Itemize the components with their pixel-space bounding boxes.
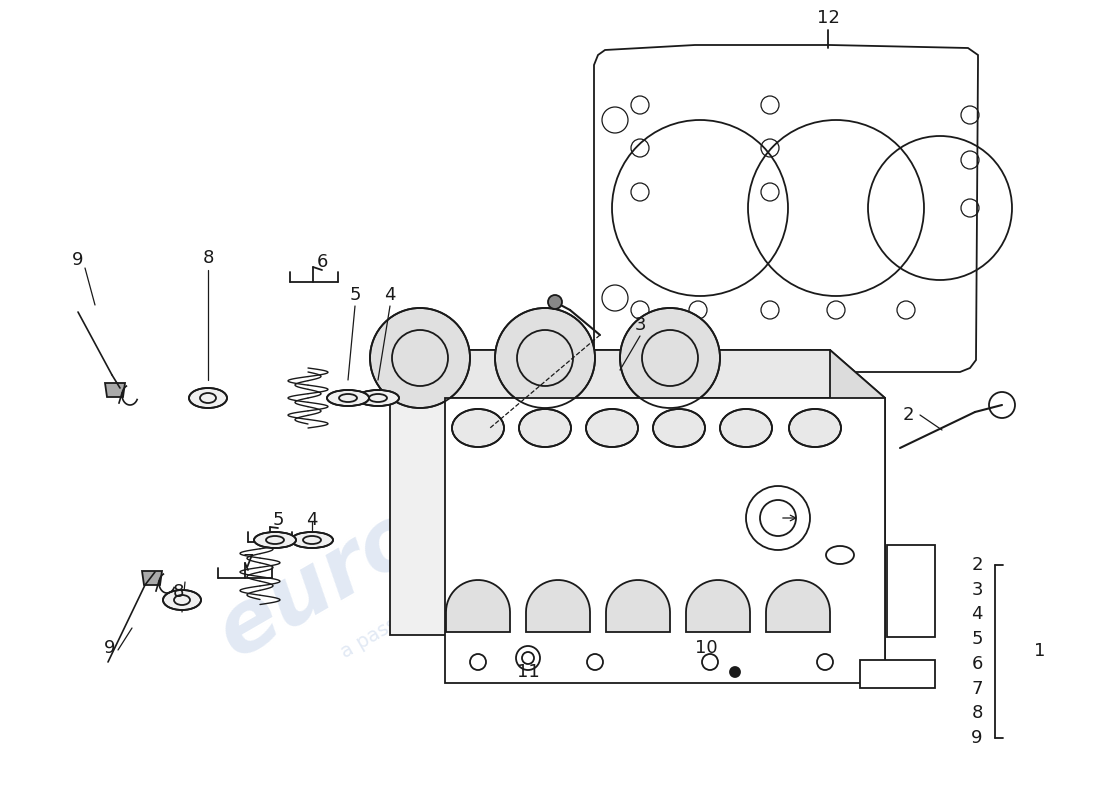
Text: 3: 3 — [635, 316, 646, 334]
Text: 9: 9 — [971, 729, 982, 747]
Text: 6: 6 — [317, 253, 328, 271]
Polygon shape — [887, 545, 935, 637]
Text: 5: 5 — [350, 286, 361, 304]
Text: 8: 8 — [202, 249, 213, 267]
Polygon shape — [686, 580, 750, 632]
Text: 4: 4 — [306, 511, 318, 529]
Polygon shape — [390, 350, 830, 635]
Polygon shape — [606, 580, 670, 632]
Ellipse shape — [358, 390, 399, 406]
Text: 5: 5 — [971, 630, 982, 648]
Polygon shape — [526, 580, 590, 632]
Text: 11: 11 — [517, 663, 539, 681]
Polygon shape — [142, 571, 162, 585]
Ellipse shape — [254, 532, 296, 548]
Polygon shape — [390, 350, 886, 398]
Text: 5: 5 — [273, 511, 284, 529]
Ellipse shape — [452, 409, 504, 447]
Text: 10: 10 — [695, 639, 717, 657]
Ellipse shape — [789, 409, 842, 447]
Polygon shape — [594, 45, 978, 372]
Circle shape — [548, 295, 562, 309]
Text: 8: 8 — [971, 704, 982, 722]
Text: 4: 4 — [971, 606, 982, 623]
Circle shape — [495, 308, 595, 408]
Text: 9: 9 — [73, 251, 84, 269]
Polygon shape — [446, 580, 510, 632]
Polygon shape — [766, 580, 830, 632]
Ellipse shape — [327, 390, 368, 406]
Text: 9: 9 — [104, 639, 116, 657]
Ellipse shape — [720, 409, 772, 447]
Text: 12: 12 — [816, 9, 839, 27]
Ellipse shape — [189, 388, 227, 408]
Text: 2: 2 — [971, 556, 982, 574]
Circle shape — [370, 308, 470, 408]
Ellipse shape — [292, 532, 333, 548]
Ellipse shape — [519, 409, 571, 447]
Text: 7: 7 — [971, 679, 982, 698]
Text: a passion for parts since 1988: a passion for parts since 1988 — [338, 498, 603, 662]
Ellipse shape — [163, 590, 201, 610]
Circle shape — [620, 308, 721, 408]
Text: 6: 6 — [971, 655, 982, 673]
Text: 1: 1 — [1034, 642, 1046, 661]
Text: 4: 4 — [384, 286, 396, 304]
Text: europarts: europarts — [204, 365, 657, 675]
Text: 8: 8 — [173, 583, 184, 601]
Text: 7: 7 — [242, 553, 254, 571]
Polygon shape — [104, 383, 125, 397]
Polygon shape — [860, 660, 935, 688]
Polygon shape — [446, 398, 886, 683]
Polygon shape — [830, 350, 886, 683]
Ellipse shape — [653, 409, 705, 447]
Text: 2: 2 — [902, 406, 914, 424]
Text: 3: 3 — [971, 581, 982, 598]
Ellipse shape — [586, 409, 638, 447]
Circle shape — [730, 667, 740, 677]
